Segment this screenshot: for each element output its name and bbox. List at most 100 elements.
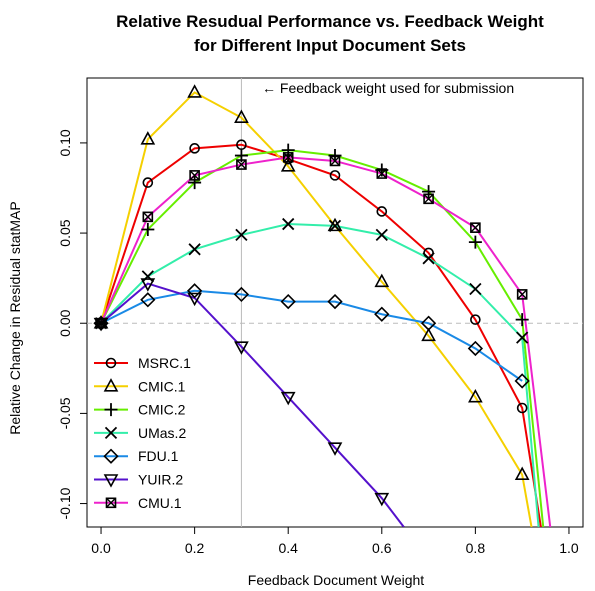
triangle-down-marker xyxy=(187,292,202,307)
series-markers-cmu-1 xyxy=(95,152,528,329)
triangle-up-marker xyxy=(374,273,390,288)
y-tick-label: 0.05 xyxy=(57,219,73,246)
y-tick-label: -0.05 xyxy=(57,397,73,429)
series-markers-msrc-1 xyxy=(95,139,528,414)
plus-marker xyxy=(422,185,436,199)
plus-marker xyxy=(328,149,342,163)
x-tick-label: 0.2 xyxy=(185,540,205,556)
series-fdu-1 xyxy=(100,289,523,382)
x-marker xyxy=(188,243,201,256)
x-tick-label: 0.4 xyxy=(278,540,298,556)
triangle-down-marker xyxy=(280,391,296,406)
x-marker xyxy=(469,282,482,296)
triangle-up-marker xyxy=(327,217,343,232)
series-line xyxy=(100,282,405,527)
diamond-marker xyxy=(374,306,390,322)
triangle-up-marker xyxy=(421,327,436,342)
legend-item: FDU.1 xyxy=(94,448,179,464)
diamond-marker xyxy=(467,340,484,357)
plot-frame xyxy=(86,77,584,528)
boxed-x-marker-cross xyxy=(423,193,434,204)
boxed-x-marker-cross xyxy=(283,152,294,163)
x-tick-label: 1.0 xyxy=(559,540,579,556)
legend: MSRC.1 CMIC.1 CMIC.2 UMas.2 FDU.1 YUIR.2 CMU.1 xyxy=(94,355,191,511)
diamond-marker xyxy=(280,293,296,310)
x-tick-label: 0.0 xyxy=(91,540,111,556)
y-tick-label: -0.10 xyxy=(57,487,73,519)
boxed-x-marker xyxy=(95,317,107,329)
chart-title-line-2: for Different Input Document Sets xyxy=(194,36,466,55)
triangle-down-marker xyxy=(234,341,249,355)
x-marker xyxy=(516,331,529,344)
boxed-x-marker-cross xyxy=(96,318,107,329)
diamond-marker xyxy=(186,283,203,299)
triangle-up-marker xyxy=(103,378,119,392)
y-tick-label: 0.00 xyxy=(57,309,73,336)
triangle-up-marker xyxy=(140,131,156,145)
diamond-marker xyxy=(420,315,437,331)
boxed-x-marker-cross xyxy=(517,289,528,300)
triangle-down-marker xyxy=(374,492,390,507)
plus-marker xyxy=(104,403,118,417)
circle-marker xyxy=(189,143,200,154)
boxed-x-marker xyxy=(282,152,294,163)
legend-item: CMIC.1 xyxy=(94,378,186,394)
plot-area: 0.0 0.2 0.4 0.6 0.8 1.0 -0.10 -0.05 0.00 0.05 0.10 xyxy=(57,77,584,556)
x-marker xyxy=(104,426,118,440)
boxed-x-marker xyxy=(142,211,154,223)
series-markers-yuir-2 xyxy=(93,278,390,507)
legend-item: CMU.1 xyxy=(94,495,182,511)
diamond-marker xyxy=(327,293,343,310)
boxed-x-marker-cross xyxy=(106,497,116,508)
circle-marker xyxy=(142,177,154,188)
x-tick-label: 0.8 xyxy=(466,540,486,556)
legend-label: FDU.1 xyxy=(138,448,179,464)
circle-marker xyxy=(376,206,388,217)
boxed-x-marker-cross xyxy=(142,211,153,222)
triangle-down-marker xyxy=(327,442,343,456)
series-line xyxy=(100,289,523,382)
circle-marker xyxy=(516,402,528,414)
x-tick-label: 0.6 xyxy=(372,540,392,556)
plus-marker xyxy=(468,235,482,249)
triangle-up-marker xyxy=(514,466,530,481)
plus-marker xyxy=(141,222,155,236)
legend-item: UMas.2 xyxy=(94,425,186,441)
series-yuir-2 xyxy=(100,282,405,527)
boxed-x-marker xyxy=(189,170,200,181)
legend-item: MSRC.1 xyxy=(94,355,191,371)
diamond-marker xyxy=(233,286,250,303)
triangle-up-marker xyxy=(187,84,202,98)
legend-item: YUIR.2 xyxy=(94,472,183,488)
x-marker xyxy=(282,217,295,231)
boxed-x-marker-cross xyxy=(376,168,387,179)
circle-marker xyxy=(329,170,341,181)
plus-marker xyxy=(515,313,529,327)
triangle-up-marker xyxy=(468,388,483,403)
series-msrc-1 xyxy=(100,143,542,527)
y-tick-label: 0.10 xyxy=(57,129,73,156)
legend-label: CMIC.1 xyxy=(138,378,186,394)
boxed-x-marker-cross xyxy=(236,159,247,170)
circle-marker xyxy=(470,314,481,325)
series-line xyxy=(100,143,542,527)
boxed-x-marker-cross xyxy=(189,170,200,181)
boxed-x-marker xyxy=(423,193,434,205)
x-marker xyxy=(235,228,248,242)
triangle-up-marker xyxy=(234,109,249,123)
legend-label: YUIR.2 xyxy=(138,472,183,488)
series-cmic-2 xyxy=(100,149,545,527)
boxed-x-marker xyxy=(329,155,341,167)
series-markers-cmic-1 xyxy=(93,84,530,481)
boxed-x-marker-cross xyxy=(470,222,481,233)
triangle-down-marker xyxy=(140,278,156,292)
circle-marker xyxy=(105,357,117,369)
y-axis-title: Relative Change in Residual statMAP xyxy=(7,201,23,434)
x-axis-title: Feedback Document Weight xyxy=(248,572,424,588)
submission-weight-annotation: ← Feedback weight used for submission xyxy=(262,80,514,96)
boxed-x-marker xyxy=(105,497,117,509)
x-marker xyxy=(422,252,435,265)
legend-label: CMU.1 xyxy=(138,495,182,511)
diamond-marker xyxy=(140,292,156,308)
legend-item: CMIC.2 xyxy=(94,402,186,418)
